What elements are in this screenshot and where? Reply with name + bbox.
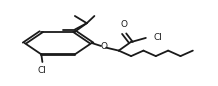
Text: O: O xyxy=(121,20,128,29)
Text: Cl: Cl xyxy=(153,33,162,42)
Text: O: O xyxy=(100,42,107,51)
Text: Cl: Cl xyxy=(38,66,47,75)
